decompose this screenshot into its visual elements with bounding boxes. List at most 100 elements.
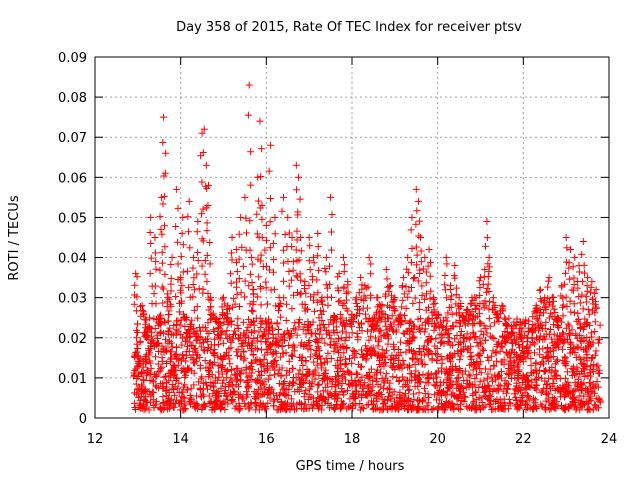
data-point <box>353 370 361 378</box>
data-point <box>521 385 529 393</box>
data-point <box>166 337 174 345</box>
data-point <box>162 149 170 157</box>
data-point <box>165 307 173 315</box>
data-point <box>448 310 456 318</box>
data-point <box>159 299 167 307</box>
data-point <box>565 330 573 338</box>
data-point <box>242 229 250 237</box>
data-point <box>579 238 587 246</box>
data-point <box>167 274 175 282</box>
data-point <box>185 326 193 334</box>
data-point <box>569 263 577 271</box>
data-point <box>228 234 236 241</box>
data-point <box>202 161 210 169</box>
data-point <box>162 360 170 368</box>
data-point <box>416 299 424 307</box>
data-point <box>206 260 214 268</box>
data-point <box>349 346 357 354</box>
data-point <box>581 315 589 323</box>
data-point <box>314 229 322 237</box>
data-point <box>488 352 496 360</box>
data-point <box>430 381 438 389</box>
data-point <box>190 254 198 262</box>
data-point <box>475 383 483 391</box>
data-point <box>293 331 301 339</box>
data-point <box>172 222 180 230</box>
data-point <box>418 282 426 290</box>
data-point <box>315 266 323 274</box>
data-point <box>339 254 347 262</box>
data-point <box>306 266 314 274</box>
data-point <box>480 376 488 384</box>
data-point <box>232 364 240 372</box>
data-point <box>222 392 230 400</box>
data-point <box>225 355 233 363</box>
data-point <box>194 248 202 256</box>
data-point <box>369 406 377 414</box>
data-point <box>559 382 567 390</box>
data-point <box>160 113 168 121</box>
data-point <box>257 323 265 331</box>
data-point <box>337 404 345 412</box>
data-point <box>570 309 578 317</box>
data-point <box>465 371 473 379</box>
data-point <box>592 347 600 355</box>
data-point <box>562 234 570 241</box>
data-point <box>358 393 366 401</box>
data-point <box>408 325 416 333</box>
data-point <box>167 354 175 362</box>
data-point <box>455 405 463 413</box>
data-point <box>141 356 149 364</box>
data-point <box>206 359 214 367</box>
data-point <box>389 373 397 381</box>
data-point <box>423 402 431 410</box>
data-point <box>429 294 437 302</box>
data-point <box>322 354 330 362</box>
data-point <box>210 350 218 358</box>
data-point <box>570 274 578 282</box>
data-point <box>254 197 262 205</box>
data-point <box>430 404 438 412</box>
data-point <box>159 200 167 208</box>
data-point <box>518 393 526 401</box>
data-point <box>422 318 430 326</box>
data-point <box>151 249 159 257</box>
data-point <box>188 316 196 324</box>
data-point <box>574 375 582 383</box>
data-point <box>421 325 429 333</box>
data-point <box>159 393 167 401</box>
data-point <box>447 296 455 304</box>
data-point <box>159 138 167 146</box>
data-point <box>315 380 323 388</box>
data-point <box>305 234 313 241</box>
data-point <box>403 376 411 384</box>
data-point <box>372 349 380 357</box>
data-point <box>591 328 599 336</box>
data-point <box>198 373 206 381</box>
data-point <box>132 270 140 278</box>
data-point <box>547 309 555 317</box>
data-point <box>412 243 420 251</box>
data-point <box>559 337 567 345</box>
data-point <box>199 285 207 293</box>
data-point <box>154 360 162 368</box>
data-point <box>446 285 454 293</box>
data-point <box>191 403 199 411</box>
data-point <box>354 302 362 310</box>
data-point <box>196 362 204 370</box>
data-point <box>199 323 207 331</box>
data-point <box>563 358 571 366</box>
data-point <box>493 343 501 351</box>
data-point <box>344 367 352 375</box>
data-point <box>293 227 301 235</box>
data-point <box>285 342 293 350</box>
data-point <box>180 383 188 391</box>
data-point <box>430 326 438 334</box>
data-point <box>152 353 160 361</box>
data-point <box>214 362 222 370</box>
data-point <box>202 381 210 389</box>
data-point <box>187 400 195 408</box>
data-point <box>486 322 494 330</box>
data-point <box>404 327 412 335</box>
data-point <box>177 252 185 260</box>
